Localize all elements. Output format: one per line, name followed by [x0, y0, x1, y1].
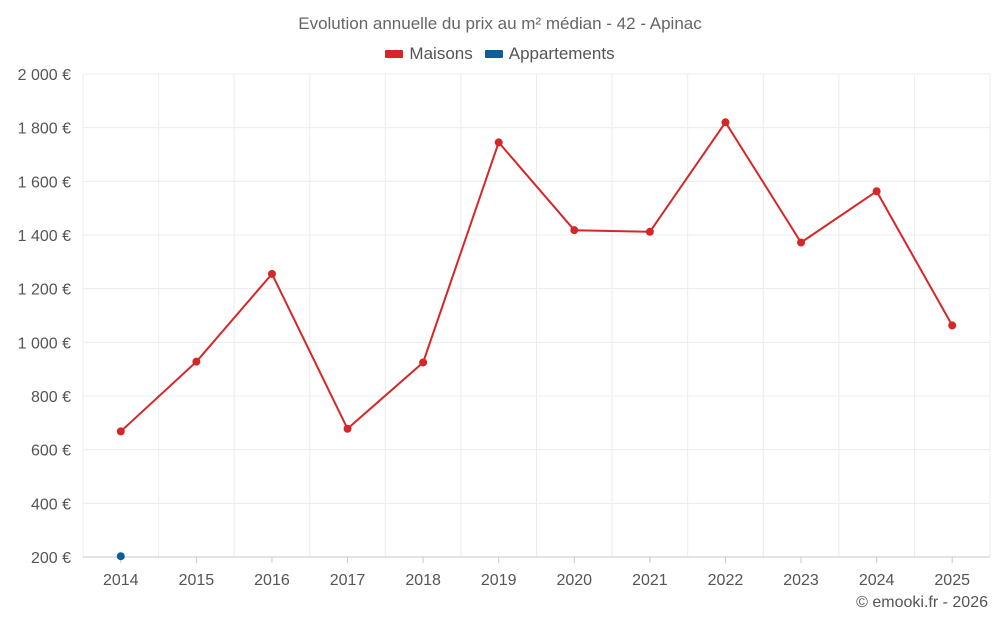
- y-tick-label: 200 €: [31, 550, 71, 567]
- data-point: [797, 238, 806, 247]
- data-point: [267, 269, 276, 278]
- y-tick-label: 2 000 €: [18, 67, 71, 84]
- x-tick-label: 2021: [632, 572, 668, 589]
- data-point: [192, 357, 201, 366]
- chart-title: Evolution annuelle du prix au m² médian …: [298, 14, 702, 33]
- y-tick-label: 1 800 €: [18, 121, 71, 138]
- data-point: [419, 358, 428, 367]
- y-tick-label: 600 €: [31, 443, 71, 460]
- data-point: [494, 138, 503, 147]
- data-point: [116, 552, 125, 561]
- data-point: [116, 427, 125, 436]
- data-point: [872, 187, 881, 196]
- x-tick-label: 2020: [556, 572, 592, 589]
- data-point: [570, 226, 579, 235]
- y-tick-label: 1 200 €: [18, 282, 71, 299]
- series-line-0: [120, 121, 954, 433]
- x-tick-label: 2015: [179, 572, 215, 589]
- data-point: [948, 321, 957, 330]
- x-tick-label: 2024: [859, 572, 895, 589]
- y-tick-label: 1 400 €: [18, 228, 71, 245]
- legend-label-maisons: Maisons: [409, 44, 473, 63]
- legend-item-appartements[interactable]: Appartements: [484, 44, 615, 64]
- x-tick-label: 2014: [103, 572, 139, 589]
- legend-item-maisons[interactable]: Maisons: [385, 44, 473, 64]
- x-tick-label: 2025: [934, 572, 970, 589]
- data-point: [645, 227, 654, 236]
- legend-swatch-maisons: [385, 50, 404, 58]
- x-tick-label: 2016: [254, 572, 290, 589]
- x-tick-label: 2018: [405, 572, 441, 589]
- y-tick-label: 1 600 €: [18, 174, 71, 191]
- data-point: [343, 424, 352, 433]
- x-tick-label: 2019: [481, 572, 517, 589]
- legend-label-appartements: Appartements: [508, 44, 615, 63]
- y-tick-label: 400 €: [31, 496, 71, 513]
- legend: Maisons Appartements: [0, 44, 1000, 64]
- x-tick-label: 2017: [330, 572, 366, 589]
- y-tick-label: 800 €: [31, 389, 71, 406]
- x-tick-label: 2023: [783, 572, 819, 589]
- data-point: [721, 118, 730, 127]
- credit-text: © emooki.fr - 2026: [856, 594, 988, 611]
- x-tick-label: 2022: [708, 572, 744, 589]
- legend-swatch-appartements: [484, 50, 503, 58]
- y-tick-label: 1 000 €: [18, 335, 71, 352]
